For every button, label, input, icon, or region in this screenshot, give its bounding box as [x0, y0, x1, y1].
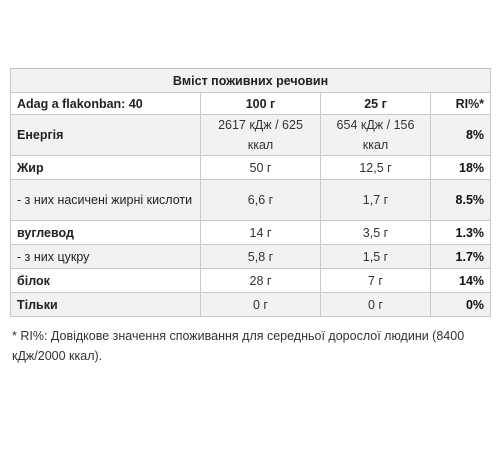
- table-title-row: Вміст поживних речовин: [9, 68, 492, 93]
- row-value-25g: 0 г: [320, 292, 431, 317]
- nutrition-table: Вміст поживних речовин Adag a flakonban:…: [9, 68, 492, 317]
- table-title: Вміст поживних речовин: [9, 68, 492, 93]
- table-row: білок 28 г 7 г 14%: [10, 268, 492, 293]
- row-label: вуглевод: [10, 220, 201, 245]
- row-value-100g: 28 г: [200, 268, 321, 293]
- table-row: Енергія 2617 кДж / 625 ккал 654 кДж / 15…: [10, 114, 492, 156]
- row-value-25g: 12,5 г: [320, 155, 431, 180]
- header-100g: 100 г: [200, 92, 321, 115]
- row-value-25g: 1,5 г: [320, 244, 431, 269]
- nutrition-section: Вміст поживних речовин Adag a flakonban:…: [9, 68, 492, 366]
- table-row: - з них цукру 5,8 г 1,5 г 1.7%: [10, 244, 492, 269]
- row-value-25g: 654 кДж / 156 ккал: [320, 114, 431, 156]
- row-ri: 1.7%: [429, 244, 492, 269]
- row-value-100g: 50 г: [200, 155, 321, 180]
- table-row: - з них насичені жирні кислоти 6,6 г 1,7…: [10, 179, 492, 221]
- row-ri: 8.5%: [429, 179, 492, 221]
- row-label: Жир: [10, 155, 201, 180]
- header-ri: RI%*: [429, 92, 492, 115]
- row-value-25g: 3,5 г: [320, 220, 431, 245]
- row-label: - з них насичені жирні кислоти: [10, 179, 201, 221]
- row-label: Тільки: [10, 292, 201, 317]
- header-25g: 25 г: [320, 92, 431, 115]
- row-value-100g: 2617 кДж / 625 ккал: [200, 114, 321, 156]
- table-row: Тільки 0 г 0 г 0%: [10, 292, 492, 317]
- row-label: білок: [10, 268, 201, 293]
- row-ri: 14%: [429, 268, 492, 293]
- table-header-row: Adag a flakonban: 40 100 г 25 г RI%*: [10, 92, 492, 115]
- row-ri: 8%: [429, 114, 492, 156]
- row-value-100g: 0 г: [200, 292, 321, 317]
- row-value-25g: 7 г: [320, 268, 431, 293]
- row-ri: 0%: [429, 292, 492, 317]
- table-row: вуглевод 14 г 3,5 г 1.3%: [10, 220, 492, 245]
- row-ri: 1.3%: [429, 220, 492, 245]
- row-value-25g: 1,7 г: [320, 179, 431, 221]
- table-row: Жир 50 г 12,5 г 18%: [10, 155, 492, 180]
- row-value-100g: 14 г: [200, 220, 321, 245]
- header-serving-label: Adag a flakonban: 40: [10, 92, 201, 115]
- ri-footnote: * RI%: Довідкове значення споживання для…: [12, 329, 465, 363]
- row-label: Енергія: [10, 114, 201, 156]
- row-value-100g: 5,8 г: [200, 244, 321, 269]
- row-value-100g: 6,6 г: [200, 179, 321, 221]
- row-ri: 18%: [429, 155, 492, 180]
- row-label: - з них цукру: [10, 244, 201, 269]
